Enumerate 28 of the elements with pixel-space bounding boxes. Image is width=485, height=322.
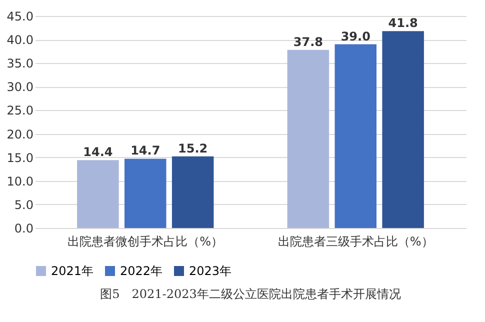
y-tick-label: 45.0: [6, 10, 34, 24]
data-label: 37.8: [293, 34, 323, 49]
y-tick-label: 35.0: [6, 56, 34, 71]
y-tick-label: 25.0: [6, 104, 34, 118]
y-tick-label: 20.0: [6, 127, 34, 142]
y-tick-label: 15.0: [6, 150, 34, 165]
bar: [334, 44, 376, 228]
bar: [124, 158, 166, 228]
y-tick-label: 40.0: [6, 33, 34, 48]
data-label: 15.2: [178, 141, 208, 156]
legend-label: 2021年: [51, 264, 94, 278]
y-tick-label: 0.0: [14, 222, 34, 236]
data-label: 14.4: [83, 145, 113, 160]
text: 图5 2021-2023年二级公立医院出院患者手术开展情况: [100, 287, 401, 301]
bar: [382, 31, 424, 228]
x-tick-label: 出院患者微创手术占比（%）: [68, 234, 224, 248]
data-label: 39.0: [340, 29, 370, 44]
y-tick-label: 10.0: [6, 174, 34, 188]
y-tick-label: 5.0: [14, 198, 34, 212]
y-tick-label: 30.0: [6, 80, 34, 94]
data-label: 41.8: [388, 16, 418, 30]
bar: [77, 160, 119, 228]
x-tick-label: 出院患者三级手术占比（%）: [278, 234, 434, 248]
data-label: 14.7: [130, 144, 160, 158]
bar: [287, 50, 330, 228]
bar: [172, 156, 214, 228]
legend-label: 2023年: [189, 264, 232, 278]
legend-label: 2022年: [120, 264, 163, 278]
